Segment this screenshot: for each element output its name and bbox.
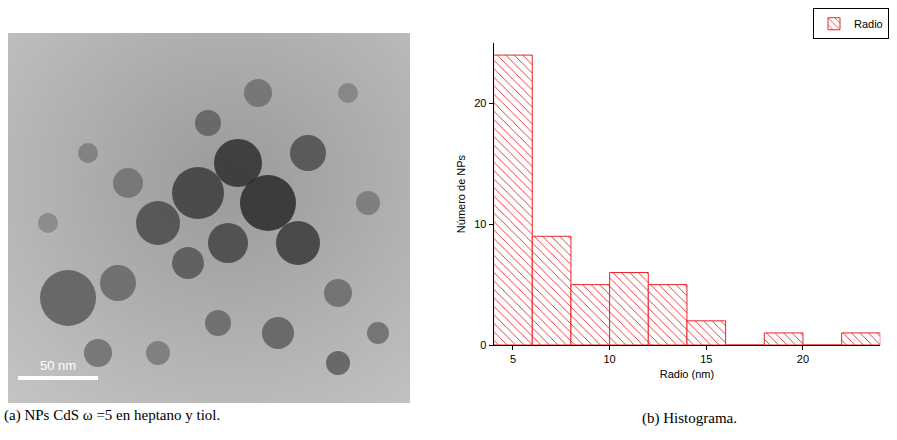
svg-text:0: 0: [480, 339, 486, 351]
svg-text:20: 20: [797, 353, 809, 365]
svg-text:Radio: Radio: [854, 18, 883, 30]
svg-text:15: 15: [700, 353, 712, 365]
svg-text:10: 10: [474, 218, 486, 230]
svg-text:50 nm: 50 nm: [40, 358, 76, 373]
svg-text:Radio (nm): Radio (nm): [660, 368, 714, 380]
svg-text:10: 10: [603, 353, 615, 365]
html-text:(a) NPs CdS ω =5 en heptano y: (a) NPs CdS ω =5 en heptano y tiol.: [4, 407, 221, 423]
svg-text:(b) Histograma.: (b) Histograma.: [642, 410, 737, 427]
svg-text:20: 20: [474, 97, 486, 109]
svg-text:5: 5: [510, 353, 516, 365]
svg-text:Número de NPs: Número de NPs: [455, 154, 467, 233]
